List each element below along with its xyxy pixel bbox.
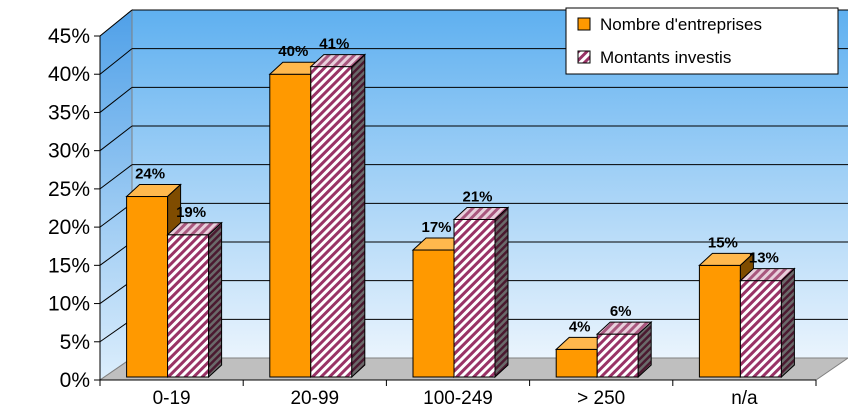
gridline-side — [99, 125, 133, 152]
bar-> 250-montants — [595, 320, 653, 379]
data-label: 4% — [569, 318, 591, 335]
y-tick-label: 10% — [48, 293, 90, 316]
y-tick-label: 40% — [48, 63, 90, 86]
bar-front — [126, 196, 169, 378]
bar-0-19-montants — [166, 221, 223, 379]
bar-100-249-montants — [452, 206, 510, 379]
legend: Nombre d'entreprises Montants investis — [565, 7, 839, 75]
data-label: 40% — [278, 43, 308, 60]
bar-front — [453, 218, 496, 378]
legend-label-entreprises: Nombre d'entreprises — [600, 15, 762, 34]
bar-front — [412, 249, 455, 378]
bar-side — [780, 267, 795, 379]
gridline-side — [99, 48, 133, 75]
data-label: 13% — [749, 250, 779, 267]
category-label: 0-19 — [153, 388, 191, 409]
y-tick-label: 35% — [48, 101, 90, 124]
bar-front — [269, 73, 312, 378]
gridline-side — [99, 9, 133, 37]
data-label: 24% — [135, 166, 165, 183]
data-label: 17% — [421, 219, 451, 236]
data-labels: 24% 19% 40% 41% 17% 21% 4% 6% 15% 13% — [135, 36, 779, 336]
gridline-side — [99, 164, 133, 190]
bar-front — [596, 333, 639, 378]
data-label: 41% — [319, 36, 349, 53]
y-tick-label: 5% — [60, 331, 90, 354]
bar-side — [208, 221, 223, 379]
y-tick-label: 25% — [48, 178, 90, 201]
gridline-side — [99, 86, 133, 113]
bar-front — [739, 280, 782, 378]
bar-front — [310, 66, 353, 378]
category-labels: 0-19 20-99 100-249 > 250 n/a — [153, 388, 758, 409]
y-tick-label: 15% — [48, 254, 90, 277]
category-label: n/a — [731, 388, 758, 409]
y-tick-label: 30% — [48, 140, 90, 163]
legend-swatch-montants — [577, 50, 591, 64]
legend-label-montants: Montants investis — [600, 48, 731, 67]
bars — [125, 53, 796, 379]
data-label: 21% — [462, 188, 492, 205]
category-label: 20-99 — [290, 388, 339, 409]
data-label: 15% — [708, 234, 738, 251]
y-tick-label: 45% — [48, 25, 90, 48]
bar-side — [351, 53, 366, 379]
category-label: > 250 — [577, 388, 625, 409]
bar-front — [698, 264, 741, 378]
bar-20-99-montants — [309, 53, 367, 379]
y-tick-labels: 0% 5% 10% 15% 20% 25% 30% 35% 40% 45% — [48, 25, 90, 392]
axes — [94, 35, 817, 386]
category-label: 100-249 — [423, 388, 493, 409]
y-tick-label: 20% — [48, 216, 90, 239]
bar-n/a-montants — [739, 267, 796, 379]
legend-swatch-entreprises — [577, 17, 591, 31]
legend-box — [565, 7, 839, 75]
data-label: 6% — [610, 303, 632, 320]
bar-side — [637, 320, 652, 379]
bar-front — [555, 348, 598, 378]
data-label: 19% — [176, 204, 206, 221]
bar-front — [167, 234, 210, 378]
y-tick-label: 0% — [60, 369, 90, 392]
bar-side — [494, 206, 509, 379]
